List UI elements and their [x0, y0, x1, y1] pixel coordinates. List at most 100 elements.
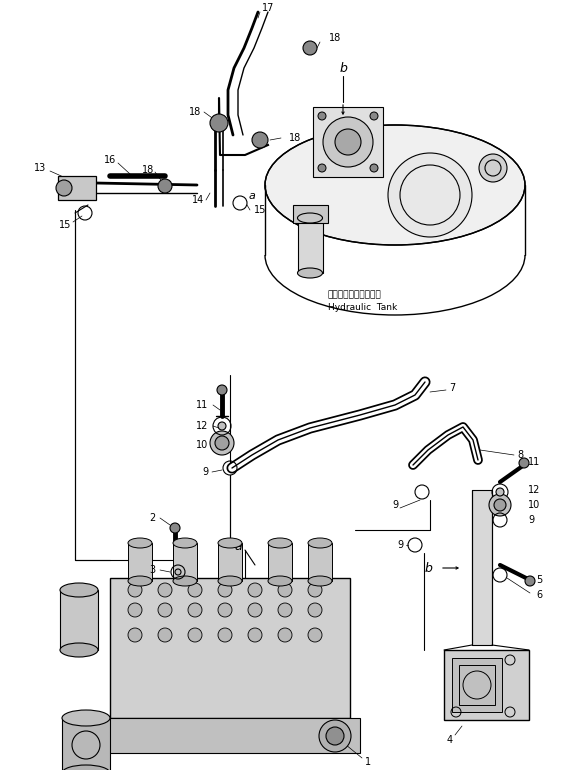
- Bar: [110, 578, 350, 718]
- Bar: [313, 107, 383, 177]
- Text: 5: 5: [536, 575, 542, 585]
- Circle shape: [479, 154, 507, 182]
- Text: 10: 10: [196, 440, 208, 450]
- Bar: [128, 543, 152, 581]
- Text: 11: 11: [196, 400, 208, 410]
- Ellipse shape: [308, 576, 332, 586]
- Text: 10: 10: [528, 500, 541, 510]
- Ellipse shape: [62, 710, 110, 726]
- Ellipse shape: [298, 268, 323, 278]
- Circle shape: [388, 153, 472, 237]
- Circle shape: [128, 628, 142, 642]
- Circle shape: [218, 628, 232, 642]
- Circle shape: [248, 603, 262, 617]
- Text: 7: 7: [449, 383, 455, 393]
- Circle shape: [319, 720, 351, 752]
- Circle shape: [318, 112, 326, 120]
- Text: 18: 18: [189, 107, 201, 117]
- Text: 9: 9: [528, 515, 534, 525]
- Bar: [100, 718, 360, 753]
- Text: a: a: [248, 191, 255, 201]
- Text: 14: 14: [192, 195, 204, 205]
- Text: 9: 9: [392, 500, 398, 510]
- Circle shape: [175, 569, 181, 575]
- Circle shape: [218, 603, 232, 617]
- Text: 17: 17: [262, 3, 274, 13]
- Bar: [218, 543, 242, 581]
- Circle shape: [496, 488, 504, 496]
- Circle shape: [188, 603, 202, 617]
- Text: 15: 15: [254, 205, 266, 215]
- Circle shape: [56, 180, 72, 196]
- Ellipse shape: [173, 538, 197, 548]
- Ellipse shape: [218, 576, 242, 586]
- Ellipse shape: [62, 765, 110, 770]
- Text: 16: 16: [104, 155, 116, 165]
- Text: 1: 1: [365, 757, 371, 767]
- Ellipse shape: [60, 583, 98, 597]
- Circle shape: [370, 164, 378, 172]
- Text: a: a: [234, 540, 242, 553]
- Text: 9: 9: [397, 540, 403, 550]
- Text: 15: 15: [59, 220, 71, 230]
- Circle shape: [158, 628, 172, 642]
- Text: ハイドロリックタンク: ハイドロリックタンク: [328, 290, 381, 300]
- Bar: [293, 205, 328, 223]
- Circle shape: [158, 583, 172, 597]
- Bar: [173, 543, 197, 581]
- Circle shape: [218, 422, 226, 430]
- Text: 3: 3: [149, 565, 155, 575]
- Ellipse shape: [308, 538, 332, 548]
- Text: 18: 18: [329, 33, 341, 43]
- Text: Hydraulic  Tank: Hydraulic Tank: [328, 303, 397, 313]
- Circle shape: [519, 458, 529, 468]
- Ellipse shape: [128, 576, 152, 586]
- Text: 11: 11: [528, 457, 541, 467]
- Bar: [459, 665, 495, 705]
- Ellipse shape: [265, 125, 525, 245]
- Circle shape: [128, 583, 142, 597]
- Ellipse shape: [298, 213, 323, 223]
- Bar: [452, 658, 502, 712]
- Bar: [58, 176, 96, 200]
- Circle shape: [308, 583, 322, 597]
- Bar: [472, 490, 492, 645]
- Ellipse shape: [268, 538, 292, 548]
- Circle shape: [170, 523, 180, 533]
- Text: 13: 13: [34, 163, 46, 173]
- Circle shape: [303, 41, 317, 55]
- Ellipse shape: [128, 538, 152, 548]
- Circle shape: [323, 117, 373, 167]
- Circle shape: [217, 385, 227, 395]
- Circle shape: [278, 628, 292, 642]
- Text: 2: 2: [149, 513, 155, 523]
- Circle shape: [215, 436, 229, 450]
- Circle shape: [128, 603, 142, 617]
- Text: b: b: [424, 561, 432, 574]
- Text: 9: 9: [202, 467, 208, 477]
- Circle shape: [318, 164, 326, 172]
- Ellipse shape: [60, 643, 98, 657]
- Circle shape: [188, 583, 202, 597]
- Text: 8: 8: [517, 450, 523, 460]
- Circle shape: [494, 499, 506, 511]
- Circle shape: [188, 628, 202, 642]
- Text: 18: 18: [289, 133, 301, 143]
- Bar: [268, 543, 292, 581]
- Circle shape: [252, 132, 268, 148]
- Text: 12: 12: [528, 485, 541, 495]
- Circle shape: [370, 112, 378, 120]
- Circle shape: [326, 727, 344, 745]
- Circle shape: [278, 583, 292, 597]
- Bar: [444, 650, 529, 720]
- Circle shape: [158, 603, 172, 617]
- Ellipse shape: [268, 576, 292, 586]
- Circle shape: [210, 431, 234, 455]
- Circle shape: [308, 628, 322, 642]
- Circle shape: [248, 583, 262, 597]
- Text: 12: 12: [196, 421, 208, 431]
- Circle shape: [335, 129, 361, 155]
- Ellipse shape: [218, 538, 242, 548]
- Circle shape: [278, 603, 292, 617]
- Ellipse shape: [173, 576, 197, 586]
